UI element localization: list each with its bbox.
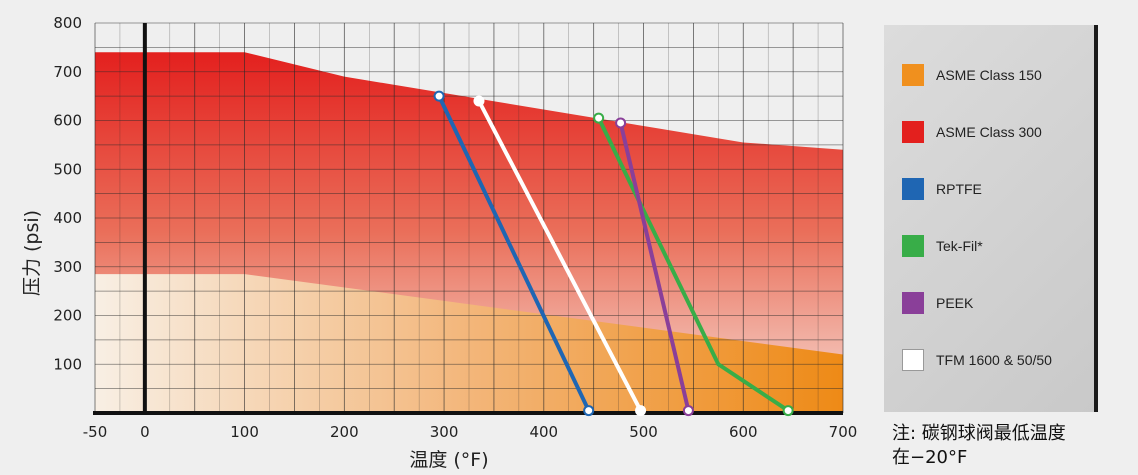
area-asme-class-150: [95, 274, 843, 413]
legend-swatch: [902, 349, 924, 371]
legend-item: ASME Class 300: [902, 121, 1042, 143]
series-point-tfm-1600-50-50: [635, 405, 647, 417]
series-line-peek: [618, 122, 691, 412]
series-point-peek: [615, 117, 627, 129]
legend-item: PEEK: [902, 292, 973, 314]
x-axis-title: 温度 (°F): [409, 449, 488, 471]
x-tick-label: 300: [430, 423, 459, 441]
x-tick-label: 600: [729, 423, 758, 441]
legend-swatch: [902, 121, 924, 143]
legend-item: ASME Class 150: [902, 64, 1042, 86]
y-tick-label: 400: [53, 209, 82, 227]
y-tick-label: 500: [53, 160, 82, 178]
legend-swatch: [902, 235, 924, 257]
x-tick-label: 500: [629, 423, 658, 441]
x-tick-label: 100: [230, 423, 259, 441]
note-line-2: 在−20°F: [892, 447, 968, 468]
series-point-tek-fil: [593, 112, 605, 124]
legend-label: ASME Class 300: [936, 124, 1042, 140]
x-tick-label: -50: [83, 423, 108, 441]
x-tick-label: 200: [330, 423, 359, 441]
legend-swatch: [902, 64, 924, 86]
x-tick-label: 700: [829, 423, 858, 441]
x-tick-label: 400: [529, 423, 558, 441]
legend-label: TFM 1600 & 50/50: [936, 352, 1052, 368]
legend-swatch: [902, 292, 924, 314]
y-tick-label: 800: [53, 14, 82, 32]
y-tick-label: 300: [53, 258, 82, 276]
tick-labels-layer: 100 200 300 400 500 600 700 800 -50 0 100 200 300 400…: [53, 14, 857, 441]
y-axis-title: 压力 (psi): [21, 210, 43, 296]
series-point-tfm-1600-50-50: [473, 95, 485, 107]
y-tick-label: 600: [53, 112, 82, 130]
legend-item: TFM 1600 & 50/50: [902, 349, 1052, 371]
y-tick-label: 700: [53, 63, 82, 81]
area-layer: [95, 52, 843, 413]
series-point-rptfe: [433, 90, 445, 102]
legend-item: Tek-Fil*: [902, 235, 983, 257]
legend-swatch: [902, 178, 924, 200]
legend-label: RPTFE: [936, 181, 982, 197]
series-point-tek-fil: [782, 405, 794, 417]
series-line-tfm-1600-50-50: [477, 100, 643, 412]
legend-item: RPTFE: [902, 178, 982, 200]
series-line-rptfe: [437, 95, 591, 412]
y-tick-label: 100: [53, 355, 82, 373]
axes-layer: [93, 23, 843, 415]
x-tick-label: 0: [140, 423, 150, 441]
legend-label: PEEK: [936, 295, 974, 311]
series-point-peek: [682, 405, 694, 417]
series-lines-layer: [433, 90, 794, 417]
legend-label: Tek-Fil*: [936, 238, 983, 254]
legend-label: ASME Class 150: [936, 67, 1042, 83]
note-line-1: 注: 碳钢球阀最低温度: [892, 423, 1066, 444]
y-tick-label: 200: [53, 307, 82, 325]
legend: ASME Class 150 ASME Class 300 RPTFE Tek-Fil…: [884, 25, 1098, 412]
note-text: 注: 碳钢球阀最低温度 在−20°F: [892, 422, 1066, 470]
series-point-rptfe: [583, 405, 595, 417]
